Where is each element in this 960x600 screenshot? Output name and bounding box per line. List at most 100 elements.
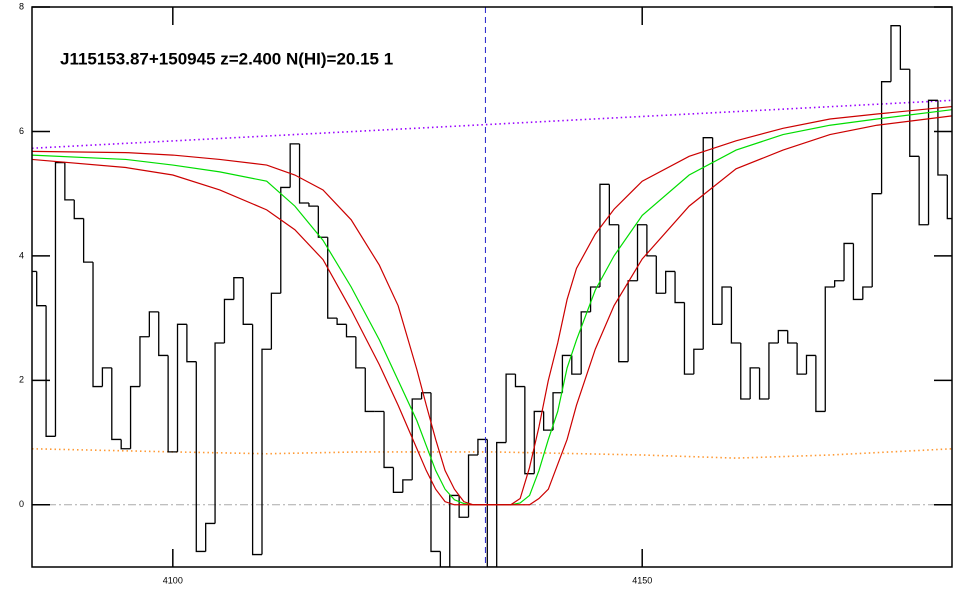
- plot-area: [32, 7, 952, 567]
- flux-step: [777, 329, 788, 343]
- y-tick-label: 2: [19, 375, 24, 385]
- flux-step: [693, 348, 704, 375]
- flux-step: [552, 392, 563, 431]
- flux-step: [111, 367, 122, 441]
- flux-step: [383, 411, 394, 469]
- flux-step: [298, 143, 309, 204]
- flux-step: [148, 311, 159, 337]
- flux-step: [73, 199, 84, 220]
- flux-step: [261, 348, 272, 555]
- flux-step: [336, 318, 347, 325]
- flux-step: [36, 271, 47, 307]
- flux-step: [242, 277, 253, 325]
- flux-step: [927, 99, 938, 225]
- flux-step: [740, 343, 751, 400]
- dotted-line: [32, 99, 952, 150]
- flux-step: [655, 255, 666, 294]
- flux-step: [167, 355, 178, 453]
- flux-step: [439, 551, 450, 567]
- flux-step: [862, 286, 873, 300]
- flux-step: [796, 343, 807, 375]
- flux-step: [82, 218, 94, 263]
- flux-step: [815, 355, 826, 413]
- flux-step: [251, 324, 262, 556]
- x-tick-label: 4150: [632, 575, 652, 585]
- flux-step: [214, 342, 225, 524]
- flux-step: [702, 137, 713, 350]
- flux-step: [327, 237, 338, 319]
- flux-step: [890, 25, 901, 82]
- flux-step: [711, 137, 722, 325]
- flux-step: [843, 242, 854, 281]
- flux-step: [880, 81, 891, 194]
- flux-step: [871, 193, 882, 287]
- flux-step: [139, 336, 150, 387]
- flux-step: [852, 243, 863, 301]
- flux-step: [533, 410, 544, 474]
- chart-title: J115153.87+150945 z=2.400 N(HI)=20.15 1: [60, 49, 393, 68]
- flux-step: [505, 373, 516, 443]
- flux-step: [824, 286, 835, 412]
- y-tick-label: 8: [19, 1, 24, 11]
- flux-step: [834, 280, 845, 287]
- flux-step: [899, 25, 910, 70]
- flux-step: [599, 183, 610, 287]
- flux-step: [129, 385, 140, 449]
- flux-step: [449, 494, 460, 567]
- flux-step: [45, 305, 56, 437]
- flux-step: [608, 184, 619, 226]
- flux-step: [618, 224, 629, 363]
- flux-step: [749, 367, 760, 399]
- flux-step: [467, 454, 478, 518]
- flux-step: [101, 367, 112, 387]
- model-line: [32, 115, 952, 506]
- flux-step: [223, 298, 234, 343]
- flux-step: [636, 224, 647, 281]
- flux-step: [665, 270, 676, 294]
- flux-step: [176, 323, 187, 452]
- flux-step: [64, 162, 75, 201]
- flux-step: [158, 311, 169, 357]
- y-tick-label: 4: [19, 250, 24, 260]
- flux-step: [430, 392, 441, 553]
- flux-step: [674, 271, 685, 304]
- flux-step: [205, 522, 216, 552]
- flux-step: [768, 342, 779, 399]
- flux-step: [730, 287, 741, 344]
- x-tick-label: 4100: [163, 575, 183, 585]
- y-tick-label: 0: [19, 499, 24, 509]
- flux-step: [392, 467, 403, 493]
- flux-step: [92, 262, 103, 388]
- flux-step: [345, 324, 356, 338]
- flux-step: [758, 367, 769, 400]
- flux-step: [280, 186, 291, 294]
- flux-step: [561, 354, 572, 393]
- flux-step: [355, 336, 366, 369]
- flux-step: [946, 175, 952, 220]
- flux-step: [486, 439, 497, 567]
- flux-step: [317, 206, 328, 238]
- flux-step: [186, 324, 197, 363]
- flux-step: [524, 386, 535, 475]
- flux-step: [233, 277, 244, 300]
- flux-step: [364, 367, 375, 413]
- flux-step: [646, 224, 657, 257]
- flux-step: [683, 302, 694, 375]
- flux-step: [420, 392, 431, 399]
- flux-step: [627, 280, 638, 362]
- flux-step: [496, 441, 507, 567]
- flux-step: [308, 203, 319, 207]
- flux-step: [411, 398, 422, 480]
- flux-step: [195, 361, 206, 553]
- flux-step: [918, 156, 929, 226]
- flux-step: [514, 374, 525, 388]
- flux-step: [402, 479, 413, 493]
- flux-step: [571, 355, 582, 375]
- flux-step: [787, 330, 798, 344]
- flux-step: [477, 438, 488, 455]
- axes-frame: [31, 6, 953, 568]
- flux-step: [721, 286, 732, 325]
